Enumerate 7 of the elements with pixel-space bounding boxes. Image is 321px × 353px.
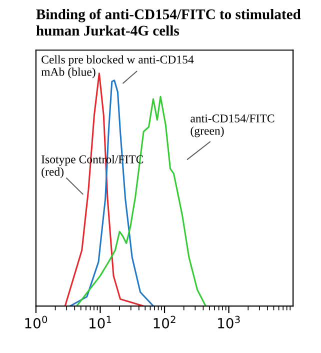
chart-title: Binding of anti-CD154/FITC to stimulated human Jurkat-4G cells <box>36 8 301 36</box>
annotation: anti-CD154/FITC (green) <box>190 114 274 138</box>
annotation: Cells pre blocked w anti-CD154 mAb (blue) <box>41 55 194 78</box>
x-tick-label: 10$^{0}$ <box>25 316 48 328</box>
x-tick-label: 10$^{1}$ <box>90 316 112 329</box>
x-tick-label: 10$^{3}$ <box>218 316 240 328</box>
x-tick-label: 10$^{2}$ <box>154 316 176 328</box>
